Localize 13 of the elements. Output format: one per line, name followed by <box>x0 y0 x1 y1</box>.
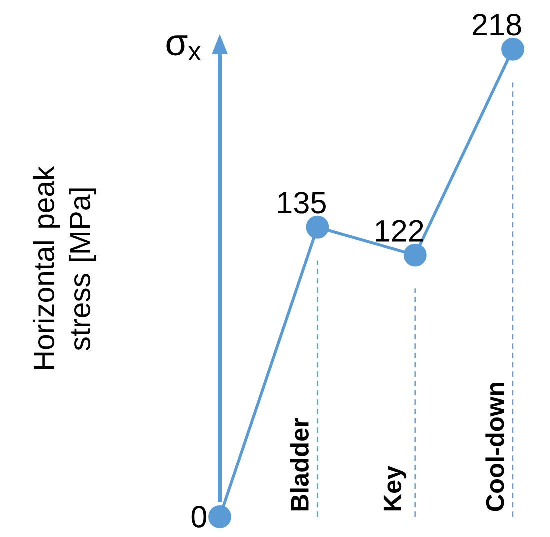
x-tick-label: Cool-down <box>486 382 504 512</box>
data-label: 0 <box>192 506 207 528</box>
point <box>208 506 232 528</box>
annotation: σ$_{x}$ <box>166 36 202 60</box>
data-label: 122 <box>376 220 424 242</box>
point <box>404 244 427 267</box>
x-tick-label: Key <box>384 466 407 511</box>
point <box>306 216 330 239</box>
y-axis-title: Horizontal peak stress [MPa] <box>33 166 96 370</box>
data-label: 135 <box>278 192 326 214</box>
x-tick-label: Bladder <box>290 418 309 511</box>
data-label: 218 <box>472 14 522 36</box>
point <box>502 38 524 61</box>
